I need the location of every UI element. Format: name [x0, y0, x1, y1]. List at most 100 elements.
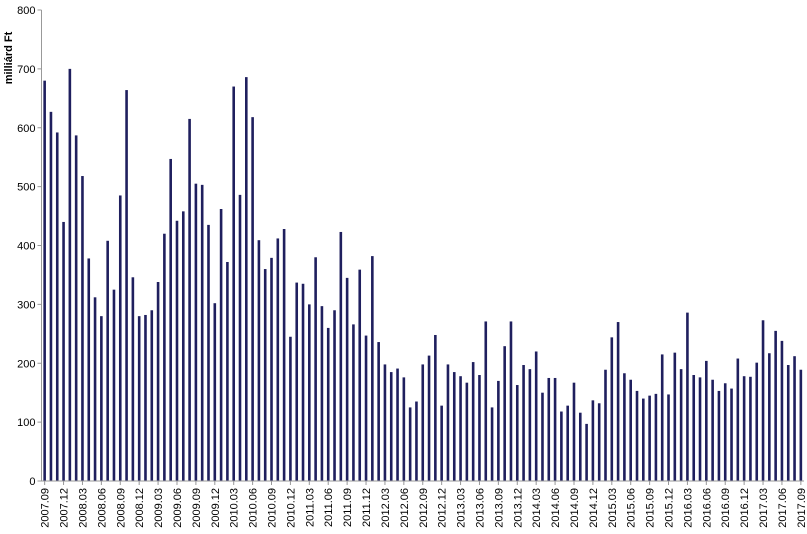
- bar-2008.11: [131, 277, 135, 481]
- x-tick-label: 2010.12: [285, 488, 297, 528]
- bar-2011.09: [345, 277, 349, 481]
- bar-2016.06: [705, 360, 708, 481]
- bar-2017.06: [780, 340, 784, 481]
- bar-2013.11: [509, 321, 513, 481]
- bar-2012.03: [383, 364, 387, 481]
- x-tick-label: 2015.03: [607, 488, 619, 528]
- bar-2010.03: [232, 86, 235, 481]
- bar-2011.02: [301, 283, 305, 481]
- y-axis-label: milliárd Ft: [3, 31, 15, 84]
- x-tick-label: 2009.06: [172, 488, 184, 528]
- x-tick-label: 2015.06: [626, 488, 638, 528]
- bar-2007.11: [55, 132, 59, 481]
- bar-2010.04: [238, 194, 242, 481]
- bar-2014.09: [572, 382, 576, 481]
- bar-2009.10: [200, 184, 204, 482]
- bar-2017.03: [761, 320, 765, 481]
- bar-2011.08: [339, 231, 343, 481]
- bar-2012.12: [440, 405, 443, 481]
- bar-2017.09: [799, 369, 803, 481]
- bar-2015.06: [629, 379, 632, 481]
- bar-2013.04: [465, 382, 469, 481]
- bar-2008.02: [74, 135, 78, 481]
- x-tick-label: 2010.09: [267, 488, 279, 528]
- bar-2016.01: [673, 352, 677, 481]
- x-tick-label: 2011.03: [304, 488, 316, 527]
- bar-2014.01: [522, 365, 525, 481]
- bar-2015.03: [610, 337, 614, 481]
- bar-2017.08: [793, 356, 796, 481]
- x-tick-label: 2011.06: [323, 488, 335, 527]
- bar-2015.02: [604, 369, 607, 481]
- y-axis-ticks: 0 100 200 300 400 500 600 700 800: [17, 5, 42, 488]
- x-tick-label: 2009.09: [191, 488, 203, 528]
- bar-2016.10: [730, 388, 733, 481]
- x-tick-label: 2017.09: [796, 488, 807, 528]
- bar-2008.08: [112, 289, 116, 481]
- x-tick-label: 2009.03: [153, 488, 165, 528]
- bar-2016.02: [679, 369, 683, 481]
- bar-2010.05: [245, 77, 248, 482]
- x-tick-label: 2011.09: [342, 488, 354, 527]
- bar-2013.01: [446, 364, 450, 481]
- bars-group: [43, 68, 803, 482]
- bar-2009.04: [163, 233, 166, 481]
- bar-2015.10: [654, 393, 658, 481]
- bar-2015.12: [667, 394, 670, 481]
- bar-2016.12: [742, 376, 746, 481]
- bar-2017.05: [774, 330, 777, 481]
- y-tick-label: 400: [17, 241, 35, 253]
- x-tick-label: 2008.06: [96, 488, 108, 528]
- bar-2015.01: [597, 403, 601, 481]
- bar-2014.03: [534, 351, 538, 481]
- bar-2008.12: [137, 316, 141, 481]
- bar-2014.12: [591, 400, 595, 481]
- bar-2011.10: [352, 324, 355, 481]
- x-tick-label: 2014.09: [569, 488, 581, 528]
- bar-2009.05: [169, 158, 172, 481]
- bar-2014.06: [553, 377, 557, 481]
- bar-2013.03: [459, 376, 462, 481]
- x-tick-label: 2014.12: [588, 488, 600, 528]
- bar-2016.05: [698, 377, 702, 481]
- bar-2007.12: [62, 221, 65, 481]
- x-tick-label: 2012.03: [380, 488, 392, 528]
- bar-2017.02: [755, 362, 759, 481]
- x-tick-label: 2017.06: [777, 488, 789, 528]
- x-tick-label: 2016.03: [682, 488, 694, 528]
- x-tick-label: 2010.03: [229, 488, 241, 528]
- bar-2014.08: [566, 405, 569, 481]
- x-tick-label: 2008.03: [77, 488, 89, 528]
- bar-2010.11: [282, 229, 286, 481]
- bar-2013.10: [503, 346, 506, 481]
- x-tick-label: 2011.12: [361, 488, 373, 527]
- bar-2008.04: [87, 258, 91, 481]
- bar-2012.09: [421, 364, 425, 481]
- bar-2016.09: [723, 383, 727, 481]
- x-tick-label: 2013.12: [512, 488, 524, 528]
- bar-2007.10: [49, 111, 53, 481]
- x-tick-label: 2014.06: [550, 488, 562, 528]
- bar-2016.07: [711, 379, 714, 481]
- bar-2017.07: [786, 365, 790, 481]
- y-tick-label: 700: [17, 64, 35, 76]
- bar-2012.10: [427, 355, 431, 481]
- bar-2011.04: [314, 257, 317, 481]
- x-tick-label: 2013.03: [456, 488, 468, 528]
- x-tick-label: 2016.12: [739, 488, 751, 528]
- bar-2010.12: [289, 336, 292, 481]
- bar-2011.05: [320, 306, 324, 481]
- bar-2014.05: [547, 377, 551, 481]
- bar-2010.06: [251, 117, 254, 482]
- y-tick-label: 600: [17, 123, 35, 135]
- bar-2015.09: [648, 395, 651, 481]
- bar-2010.07: [257, 240, 261, 481]
- bar-2009.06: [175, 220, 179, 481]
- bar-2012.08: [415, 401, 418, 481]
- bar-2012.01: [371, 256, 374, 481]
- bar-2010.08: [263, 269, 267, 481]
- y-tick-label: 200: [17, 358, 35, 370]
- bar-2010.09: [270, 257, 273, 481]
- bar-2014.07: [560, 411, 563, 481]
- y-tick-label: 800: [17, 5, 35, 17]
